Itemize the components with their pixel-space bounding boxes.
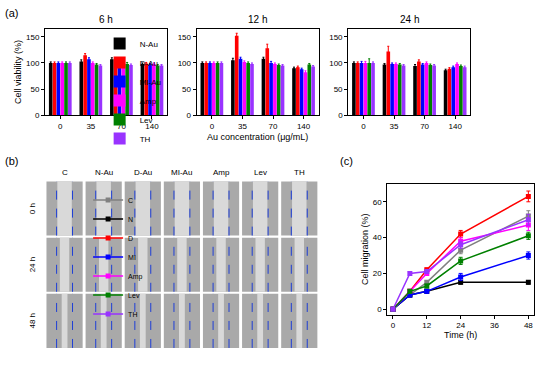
svg-text:100: 100 [178, 59, 192, 68]
svg-text:Cell viability (%): Cell viability (%) [13, 40, 23, 104]
svg-text:0: 0 [361, 122, 366, 131]
svg-text:50: 50 [182, 85, 191, 94]
svg-text:140: 140 [145, 121, 159, 131]
svg-text:48: 48 [524, 321, 533, 330]
svg-text:100: 100 [26, 59, 40, 68]
svg-text:0: 0 [338, 111, 343, 120]
svg-text:50: 50 [334, 85, 343, 94]
svg-text:D-Au: D-Au [140, 59, 158, 68]
svg-text:35: 35 [86, 122, 95, 131]
svg-text:N-Au: N-Au [140, 40, 158, 49]
svg-text:100: 100 [329, 59, 343, 68]
svg-text:(a): (a) [5, 7, 18, 19]
svg-text:C: C [128, 197, 133, 204]
svg-text:50: 50 [30, 85, 39, 94]
svg-text:0 h: 0 h [28, 203, 37, 214]
svg-text:Lev: Lev [128, 292, 140, 299]
svg-text:MI-Au: MI-Au [140, 78, 161, 87]
svg-text:TH: TH [294, 168, 305, 177]
svg-text:TH: TH [128, 311, 137, 318]
svg-text:Amp: Amp [140, 97, 157, 106]
svg-text:0: 0 [58, 122, 63, 131]
svg-text:Amp: Amp [128, 273, 143, 281]
svg-text:150: 150 [329, 33, 343, 42]
svg-text:N: N [128, 216, 133, 223]
svg-text:6 h: 6 h [99, 14, 113, 25]
svg-text:140: 140 [297, 122, 311, 131]
svg-text:D-Au: D-Au [134, 168, 152, 177]
svg-text:(c): (c) [340, 155, 353, 167]
svg-text:Lev: Lev [254, 168, 267, 177]
svg-text:12: 12 [422, 321, 431, 330]
svg-text:70: 70 [420, 122, 429, 131]
svg-text:Au concentration (μg/mL): Au concentration (μg/mL) [207, 132, 308, 142]
svg-text:70: 70 [117, 121, 126, 131]
svg-text:MI-Au: MI-Au [171, 168, 192, 177]
svg-text:Lev: Lev [140, 116, 153, 125]
svg-text:0: 0 [187, 111, 192, 120]
svg-text:(b): (b) [5, 155, 18, 167]
svg-text:C: C [62, 168, 68, 177]
svg-text:40: 40 [373, 233, 382, 242]
svg-text:Cell migration (%): Cell migration (%) [360, 213, 370, 285]
svg-text:Time (h): Time (h) [444, 330, 477, 340]
svg-text:0: 0 [377, 305, 382, 314]
svg-text:0: 0 [35, 111, 40, 120]
svg-text:Amp: Amp [213, 168, 230, 177]
svg-text:12 h: 12 h [248, 14, 267, 25]
svg-text:24 h: 24 h [400, 14, 419, 25]
svg-text:35: 35 [390, 122, 399, 131]
svg-text:150: 150 [26, 33, 40, 42]
svg-text:TH: TH [140, 135, 151, 144]
svg-text:24 h: 24 h [28, 257, 37, 273]
svg-text:60: 60 [373, 198, 382, 207]
svg-text:35: 35 [238, 122, 247, 131]
svg-text:24: 24 [456, 321, 465, 330]
svg-text:0: 0 [210, 122, 215, 131]
svg-text:150: 150 [178, 33, 192, 42]
svg-text:70: 70 [269, 122, 278, 131]
svg-text:MI: MI [128, 254, 136, 261]
svg-text:N-Au: N-Au [95, 168, 113, 177]
svg-text:140: 140 [448, 122, 462, 131]
svg-text:36: 36 [490, 321, 499, 330]
svg-text:48 h: 48 h [28, 313, 37, 329]
svg-text:0: 0 [391, 321, 396, 330]
svg-text:20: 20 [373, 269, 382, 278]
svg-text:D: D [128, 235, 133, 242]
